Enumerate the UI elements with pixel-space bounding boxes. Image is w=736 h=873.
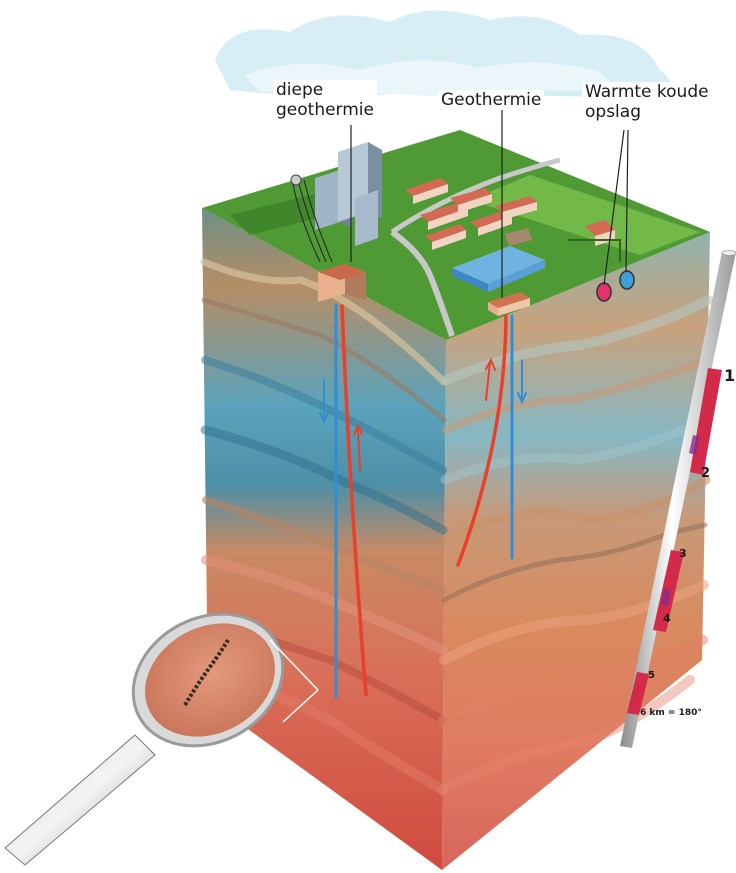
- tower-blocks: [315, 142, 382, 246]
- road-2: [390, 157, 561, 235]
- depth-scale-pole: [620, 250, 736, 748]
- label-deep-geothermal: diepe geothermie: [273, 80, 377, 120]
- deep-wells: [319, 303, 368, 699]
- label-leaders: [350, 110, 629, 298]
- depth-tick-4: 4: [663, 612, 671, 625]
- geothermal-plant: [488, 292, 530, 316]
- label-deep-line1: diepe: [276, 80, 324, 100]
- depth-tick-3: 3: [679, 547, 687, 560]
- deep-geothermal-plant: [318, 264, 366, 302]
- power-lines: [290, 174, 333, 263]
- label-ates: Warmte koude opslag: [582, 82, 712, 122]
- depth-tick-1: 1: [724, 366, 736, 385]
- label-deep-line2: geothermie: [276, 100, 374, 120]
- label-geothermal: Geothermie: [438, 90, 545, 110]
- label-ates-line2: opslag: [585, 102, 641, 122]
- road: [390, 229, 455, 337]
- block-side-face: [442, 232, 710, 870]
- magnifying-glass: [4, 612, 319, 866]
- depth-tick-2: 2: [701, 466, 711, 481]
- geothermal-wells: [456, 314, 527, 567]
- label-ates-line1: Warmte koude: [585, 82, 709, 102]
- ates-wells: [568, 239, 635, 302]
- field-light: [470, 175, 700, 255]
- depth-scale-note: 6 km = 180°: [640, 708, 702, 718]
- depth-tick-5: 5: [648, 670, 655, 681]
